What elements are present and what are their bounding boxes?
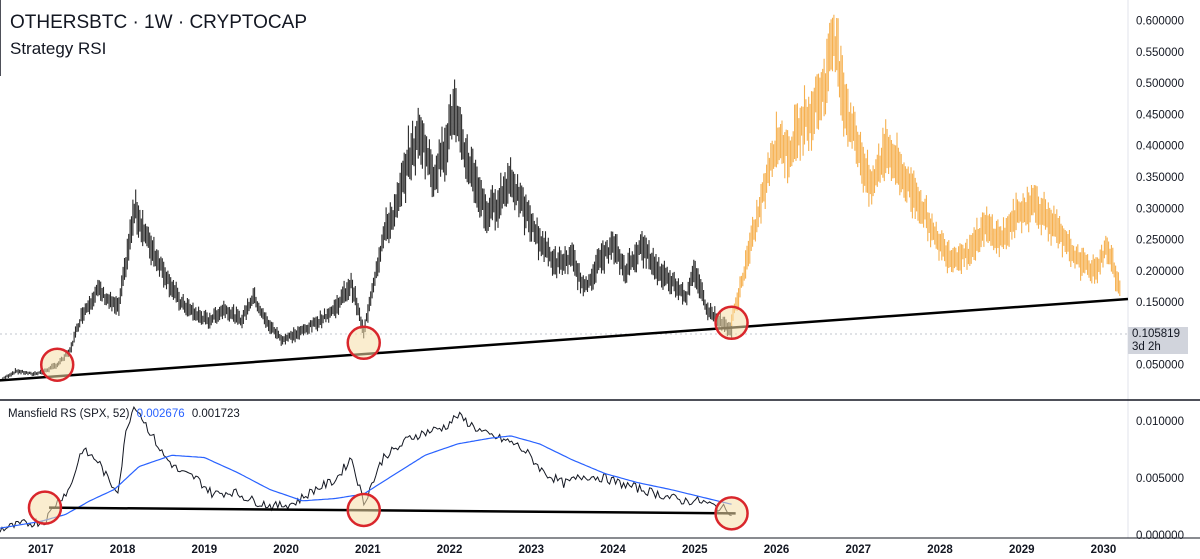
time-tick-label: 2026 xyxy=(764,544,790,556)
time-tick-label: 2025 xyxy=(682,544,708,556)
indicator-tick-label: 0.005000 xyxy=(1136,473,1184,485)
time-tick-label: 2028 xyxy=(927,544,953,556)
marker-group xyxy=(27,305,749,531)
indicator-name: Mansfield RS (SPX, 52) xyxy=(8,408,130,420)
time-axis[interactable]: 2017 2018 2019 2020 2021 2022 2023 2024 2025 2026… xyxy=(28,544,1116,556)
indicator-trendline[interactable] xyxy=(49,506,736,515)
highlight-circle-indicator-4[interactable] xyxy=(346,492,381,528)
last-price-tag: 0.105819 3d 2h xyxy=(1128,327,1188,354)
time-tick-label: 2021 xyxy=(355,544,381,556)
highlight-circle-price-0[interactable] xyxy=(39,347,75,382)
time-tick-label: 2017 xyxy=(28,544,54,556)
indicator-axis[interactable]: 0.000000 0.005000 0.010000 xyxy=(1136,416,1184,542)
highlight-circle-price-1[interactable] xyxy=(346,325,381,361)
indicator-legend[interactable]: Mansfield RS (SPX, 52) 0.002676 0.001723 xyxy=(8,408,240,420)
indicator-tick-label: 0.010000 xyxy=(1136,416,1184,428)
price-tick-label: 0.300000 xyxy=(1136,203,1184,215)
price-tick-label: 0.200000 xyxy=(1136,266,1184,278)
time-tick-label: 2030 xyxy=(1091,544,1117,556)
history-bars-path xyxy=(0,79,733,382)
time-tick-label: 2022 xyxy=(437,544,463,556)
projection-bars-path xyxy=(731,14,1121,326)
price-tick-label: 0.150000 xyxy=(1136,297,1184,309)
projection-bars xyxy=(731,14,1121,326)
price-tick-label: 0.550000 xyxy=(1136,47,1184,59)
time-tick-label: 2029 xyxy=(1009,544,1035,556)
price-axis[interactable]: 0.0500000.1000000.1500000.2000000.250000… xyxy=(1136,16,1184,372)
price-tick-label: 0.050000 xyxy=(1136,360,1184,372)
price-tick-label: 0.400000 xyxy=(1136,141,1184,153)
highlight-circle-price-2[interactable] xyxy=(714,305,749,341)
time-tick-label: 2018 xyxy=(110,544,136,556)
highlight-circle-indicator-5[interactable] xyxy=(714,496,749,531)
indicator-rs-value: 0.001723 xyxy=(191,408,240,420)
price-tick-label: 0.250000 xyxy=(1136,235,1184,247)
time-tick-label: 2020 xyxy=(273,544,299,556)
symbol-title[interactable]: OTHERSBTC · 1W · CRYPTOCAP xyxy=(10,12,307,33)
highlight-circle-indicator-3[interactable] xyxy=(27,490,63,525)
price-pane[interactable] xyxy=(0,14,1129,382)
indicator-tick-label: 0.000000 xyxy=(1136,530,1184,542)
price-tick-label: 0.350000 xyxy=(1136,172,1184,184)
time-tick-label: 2023 xyxy=(519,544,545,556)
history-bars xyxy=(0,79,733,382)
indicator-ma-value: 0.002676 xyxy=(136,408,185,420)
strategy-label[interactable]: Strategy RSI xyxy=(10,39,107,58)
mansfield-ma-line xyxy=(0,435,732,529)
price-tick-label: 0.450000 xyxy=(1136,109,1184,121)
last-price-value: 0.105819 xyxy=(1132,328,1180,340)
time-tick-label: 2019 xyxy=(192,544,218,556)
price-trendline[interactable] xyxy=(0,297,1129,382)
bar-countdown: 3d 2h xyxy=(1132,341,1161,353)
price-tick-label: 0.600000 xyxy=(1136,16,1184,28)
time-tick-label: 2024 xyxy=(600,544,626,556)
price-tick-label: 0.500000 xyxy=(1136,78,1184,90)
time-tick-label: 2027 xyxy=(845,544,871,556)
